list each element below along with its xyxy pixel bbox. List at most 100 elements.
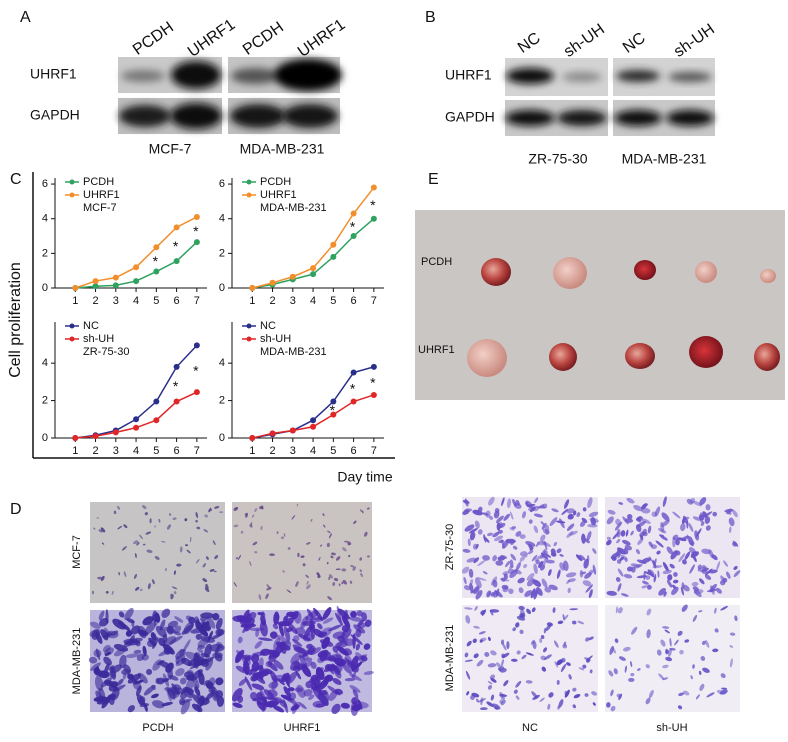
cell <box>214 653 223 662</box>
x-tick-label: 6 <box>174 445 180 457</box>
data-point <box>153 398 160 405</box>
legend-swatch <box>246 336 252 342</box>
y-tick-label: 4 <box>42 357 48 369</box>
cell <box>641 585 648 589</box>
cell <box>526 608 532 615</box>
cell <box>341 627 352 640</box>
cell <box>573 694 581 699</box>
cell <box>648 689 654 699</box>
cell <box>652 559 657 569</box>
cell <box>561 508 569 516</box>
legend-swatch <box>246 192 252 198</box>
cell <box>607 509 616 515</box>
cell <box>614 521 623 531</box>
x-tick-label: 4 <box>310 445 316 457</box>
cell <box>317 623 323 630</box>
cell <box>150 632 157 641</box>
cell <box>249 561 252 567</box>
cell <box>206 616 216 629</box>
cell <box>469 583 474 593</box>
cell <box>295 671 302 680</box>
cell <box>467 538 471 547</box>
cell <box>465 670 471 680</box>
cell <box>630 530 634 536</box>
cell <box>233 507 239 511</box>
cell <box>464 659 473 662</box>
cell <box>502 571 509 576</box>
cell <box>104 651 112 656</box>
cell <box>306 608 314 619</box>
cell <box>572 704 576 709</box>
row-label: MDA-MB-231 <box>71 628 83 695</box>
cell <box>332 581 336 586</box>
cell <box>273 659 284 670</box>
cell <box>500 699 506 706</box>
cell <box>540 655 547 661</box>
cell <box>204 514 208 518</box>
x-tick-label: 2 <box>269 445 275 457</box>
y-tick-label: 6 <box>219 178 225 190</box>
cell <box>505 560 510 568</box>
cell <box>293 646 307 654</box>
cell <box>606 536 612 540</box>
cell <box>349 580 353 584</box>
cell <box>637 517 641 523</box>
cell <box>540 534 546 542</box>
cell <box>258 594 262 600</box>
data-point <box>112 274 119 281</box>
cell <box>566 662 571 666</box>
cell <box>161 540 166 543</box>
cell <box>677 630 683 636</box>
cell <box>182 686 192 693</box>
cell <box>487 663 497 668</box>
cell <box>269 553 275 557</box>
cell <box>340 702 350 709</box>
y-tick-label: 0 <box>219 282 225 294</box>
cell <box>270 670 278 683</box>
x-tick-label: 7 <box>194 295 200 307</box>
cell <box>540 635 545 640</box>
cell <box>487 680 493 685</box>
data-point <box>269 279 276 286</box>
cell <box>272 705 285 713</box>
cell <box>662 562 669 572</box>
cell <box>349 673 362 681</box>
cell <box>336 605 342 621</box>
cell <box>146 668 153 675</box>
cell <box>727 511 732 515</box>
cell <box>606 702 611 708</box>
significance-mark: * <box>153 253 159 269</box>
cell <box>533 563 538 575</box>
cell <box>666 579 673 588</box>
column-label: UHRF1 <box>284 722 321 734</box>
cell <box>631 626 638 635</box>
cell <box>684 551 691 561</box>
cell <box>205 583 209 590</box>
cell <box>613 668 618 675</box>
cell <box>476 659 484 667</box>
data-point <box>310 417 317 424</box>
cell <box>641 518 651 524</box>
cell <box>529 506 536 513</box>
cell <box>615 606 618 614</box>
cell <box>151 579 155 585</box>
data-point <box>249 435 256 441</box>
cell <box>323 651 332 661</box>
cell <box>543 627 547 634</box>
cell <box>646 629 651 639</box>
cell <box>151 693 159 699</box>
cell <box>694 530 700 541</box>
cell <box>680 586 685 596</box>
cell <box>199 616 208 622</box>
cell <box>483 533 487 543</box>
data-point <box>112 282 119 289</box>
cell <box>195 633 202 640</box>
cell <box>321 636 330 649</box>
cell <box>476 698 479 703</box>
data-point <box>193 213 200 220</box>
cell <box>672 534 679 540</box>
cell <box>515 622 520 628</box>
cell <box>720 605 728 611</box>
y-tick-label: 4 <box>219 357 225 369</box>
cell <box>299 655 308 668</box>
